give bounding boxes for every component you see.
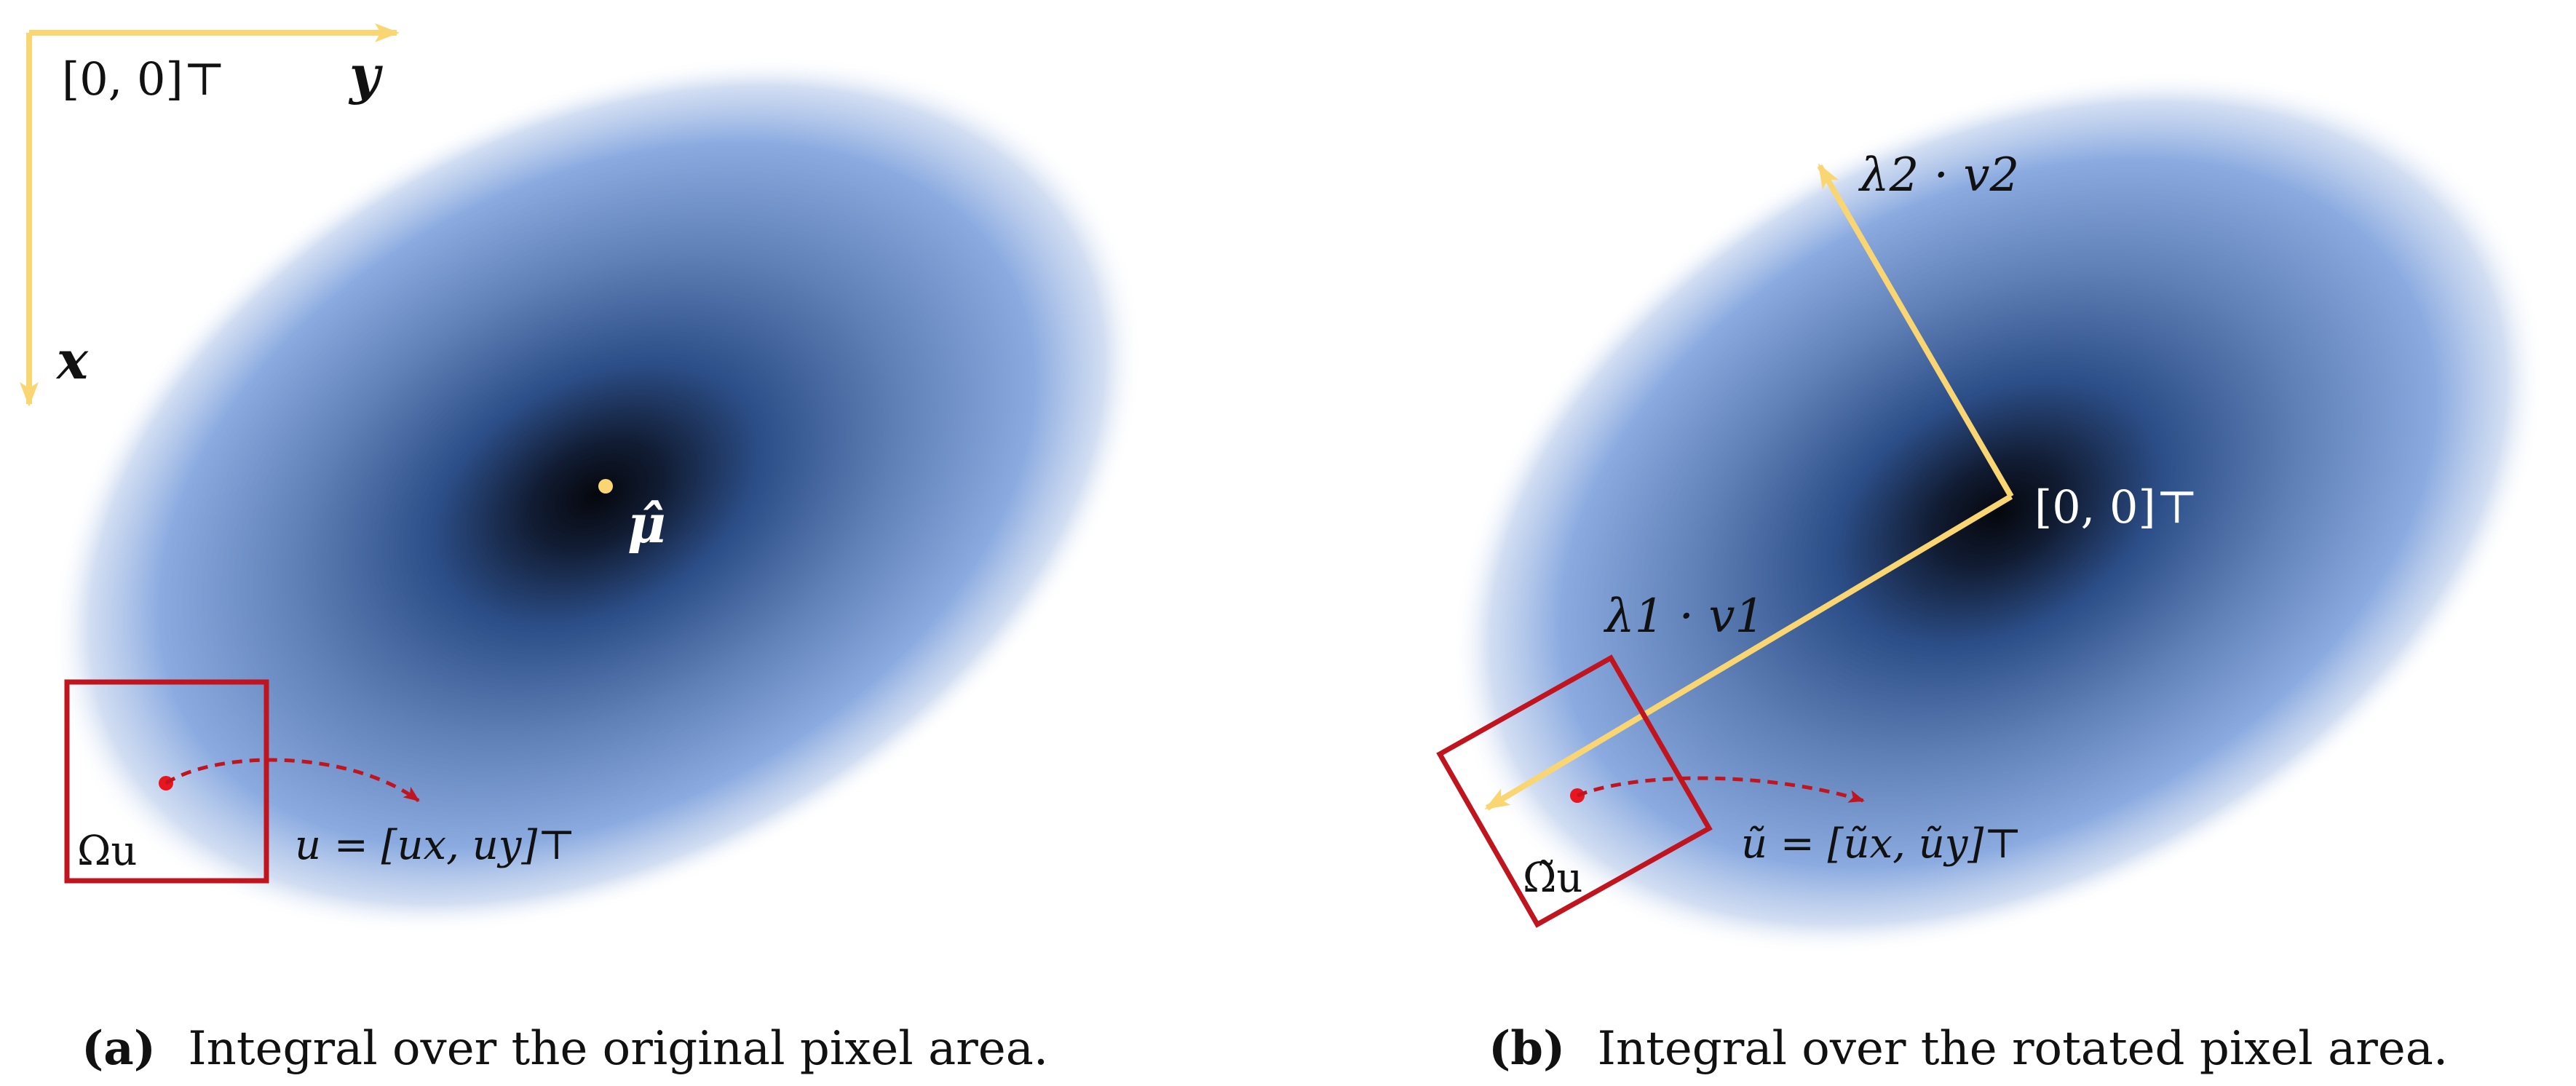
panel-a: [0, 0]⊤ y x μ̂ Ωu u = [ux, uy]⊤ xyxy=(20,23,1143,935)
caption-a-text: Integral over the original pixel area. xyxy=(188,1022,1048,1076)
caption-b-tag: (b) xyxy=(1489,1021,1565,1076)
mean-point xyxy=(598,479,613,494)
region-label-a: Ωu xyxy=(77,828,138,875)
axis-y-label: y xyxy=(348,44,383,106)
caption-b: (b) Integral over the rotated pixel area… xyxy=(1489,1021,2448,1076)
origin-label-a: [0, 0]⊤ xyxy=(62,52,226,106)
eigvec-1-label: λ1 · v1 xyxy=(1603,590,1764,643)
axes-a: [0, 0]⊤ y x xyxy=(20,23,400,407)
axis-x-label: x xyxy=(55,329,89,391)
origin-label-b: [0, 0]⊤ xyxy=(2034,480,2198,534)
eigen-axes: λ2 · v2 λ1 · v1 [0, 0]⊤ xyxy=(1484,148,2198,811)
pixel-pointer-a xyxy=(165,758,420,803)
gaussian-blob-a xyxy=(51,55,1143,935)
pixel-region-a xyxy=(64,679,269,884)
pixel-label-a: u = [ux, uy]⊤ xyxy=(295,822,576,869)
pixel-label-b: ũ = [ũx, ũy]⊤ xyxy=(1741,820,2022,868)
caption-a: (a) Integral over the original pixel are… xyxy=(82,1021,1048,1076)
eigvec-2-arrow xyxy=(1817,163,2014,499)
mean-label: μ̂ xyxy=(627,493,666,555)
panel-b: λ2 · v2 λ1 · v1 [0, 0]⊤ Ω̃u ũ = [ũx, ũy]… xyxy=(1436,71,2545,955)
gaussian-blob-b xyxy=(1451,71,2545,955)
region-label-b: Ω̃u xyxy=(1523,855,1583,902)
pixel-pointer-b xyxy=(1577,776,1865,803)
caption-b-text: Integral over the rotated pixel area. xyxy=(1598,1022,2449,1076)
eigvec-2-label: λ2 · v2 xyxy=(1858,148,2019,202)
pixel-region-b xyxy=(1436,654,1713,928)
caption-a-tag: (a) xyxy=(82,1021,156,1076)
eigvec-1-arrow xyxy=(1484,494,2013,811)
